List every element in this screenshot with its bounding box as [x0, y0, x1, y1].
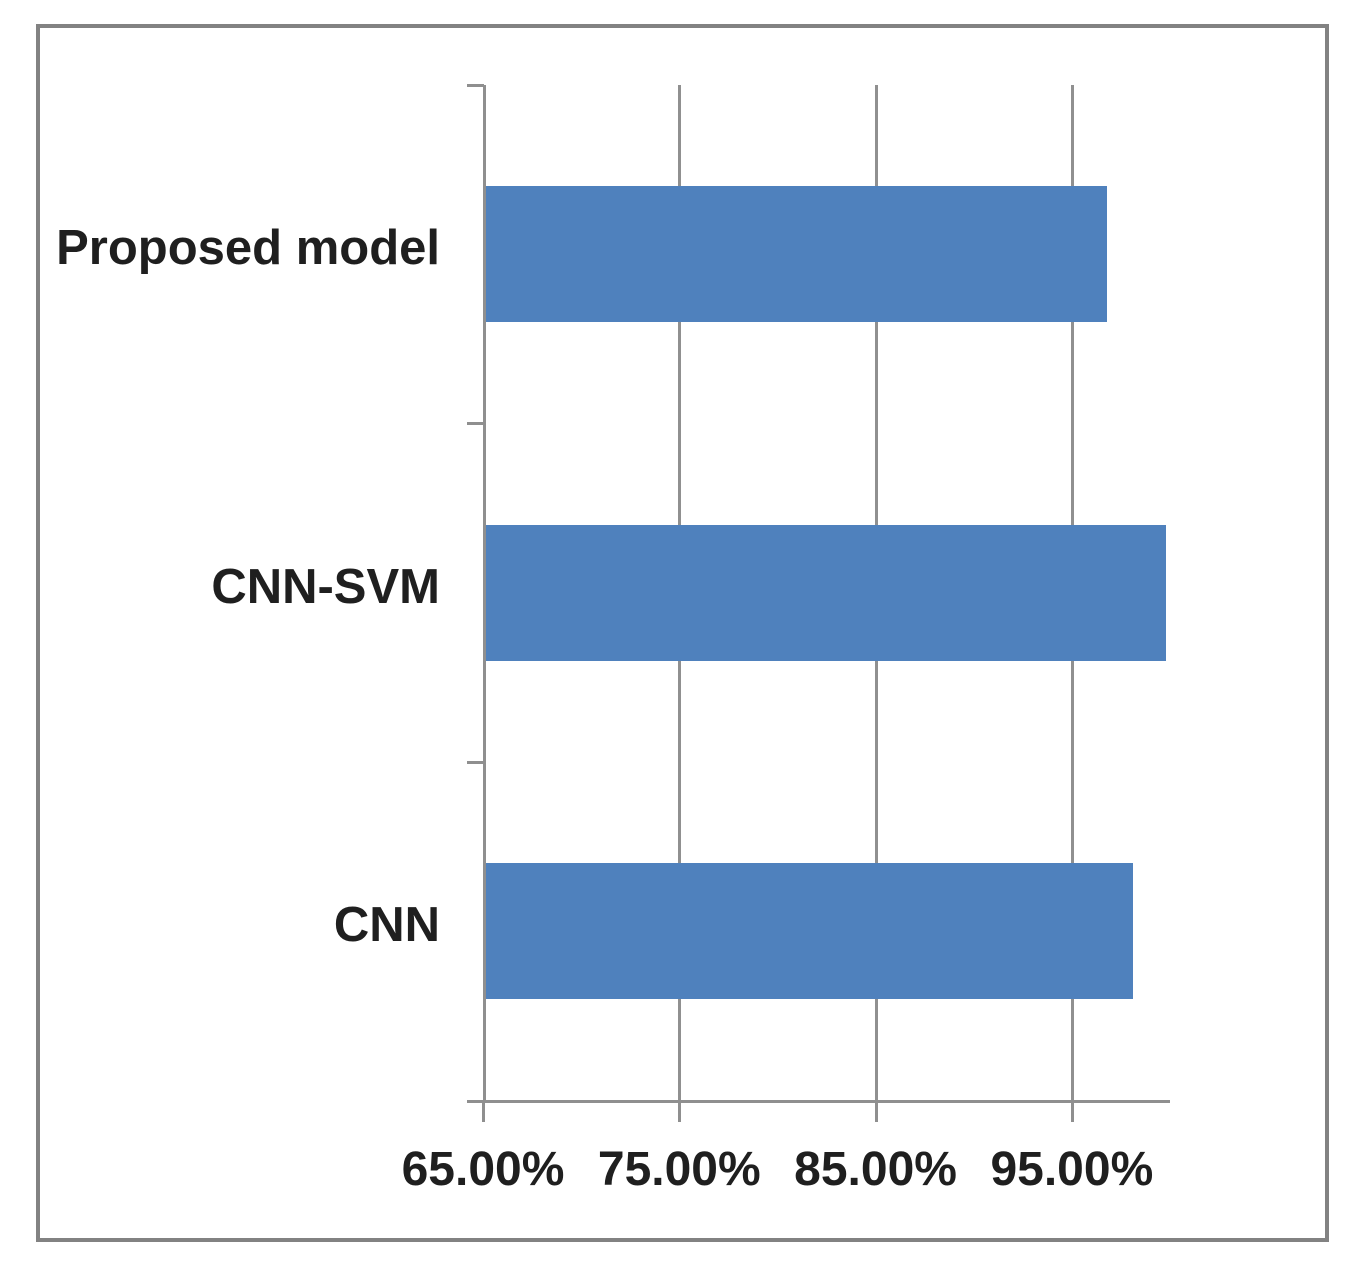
bar-proposed-model: [483, 186, 1108, 323]
value-axis-line: [467, 1100, 1170, 1103]
x-tick-label-75: 75.00%: [597, 1143, 761, 1196]
category-axis-line: [483, 85, 486, 1101]
x-axis-tick-75: [678, 1103, 682, 1122]
bar-cnn-svm: [483, 524, 1167, 661]
x-tick-label-95: 95.00%: [990, 1143, 1154, 1196]
category-axis-tick-1: [467, 422, 484, 426]
category-axis-tick-2: [467, 760, 484, 764]
bar-cnn: [483, 862, 1133, 999]
x-axis-tick-95: [1070, 1103, 1074, 1122]
plot-area: [483, 85, 1170, 1100]
category-label-cnn: CNN: [333, 897, 440, 952]
category-label-cnn-svm: CNN-SVM: [211, 559, 440, 614]
x-tick-label-65: 65.00%: [401, 1143, 565, 1196]
category-axis-tick-0: [467, 84, 484, 87]
x-axis-tick-65: [482, 1103, 485, 1122]
category-label-proposed-model: Proposed model: [56, 221, 440, 276]
x-tick-label-85: 85.00%: [794, 1143, 957, 1196]
x-axis-tick-85: [874, 1103, 878, 1122]
